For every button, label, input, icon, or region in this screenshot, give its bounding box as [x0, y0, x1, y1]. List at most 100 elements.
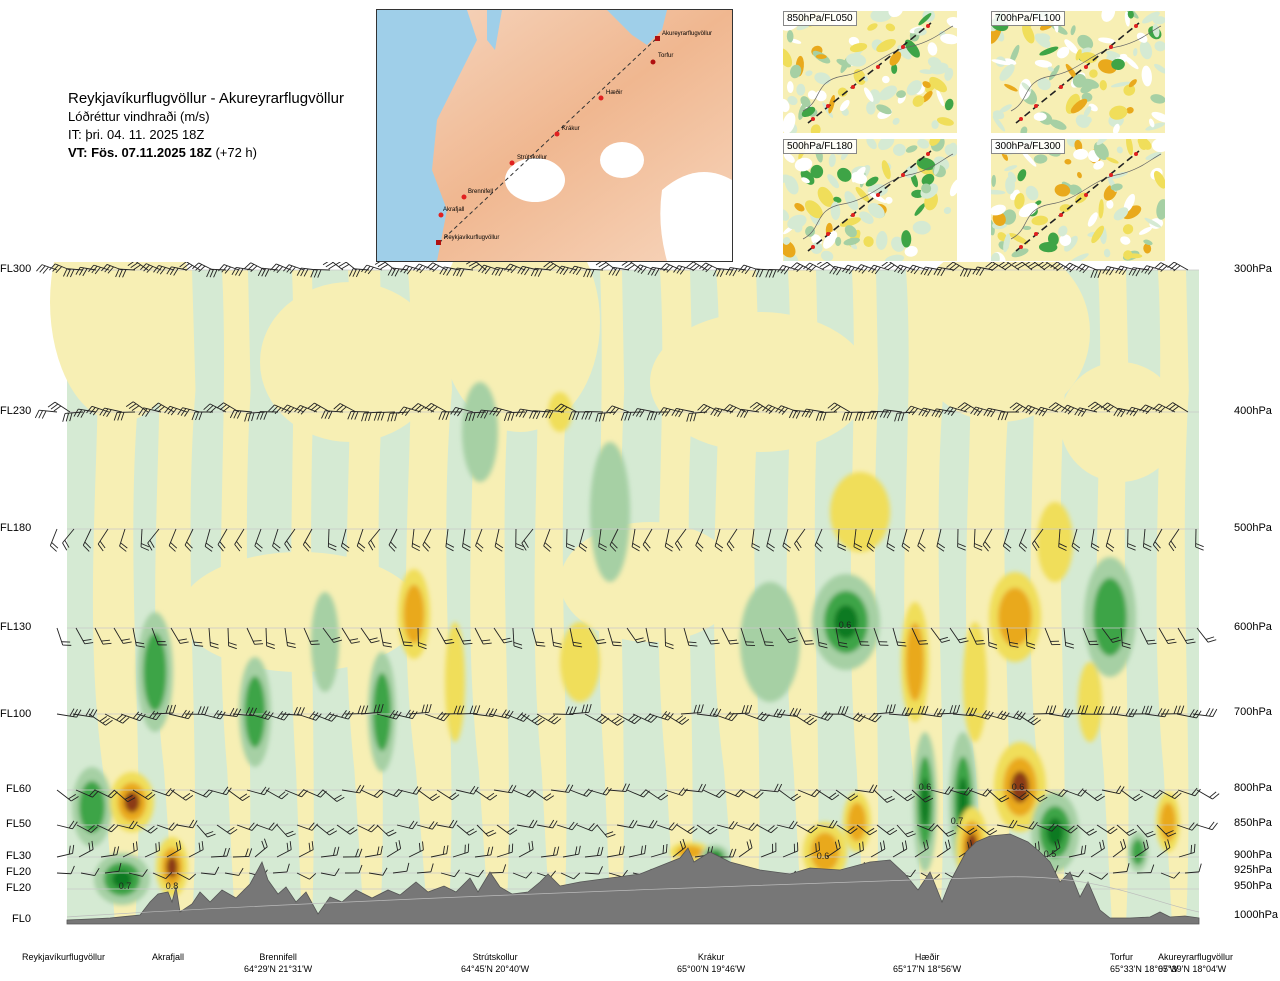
barb-shaft [339, 403, 357, 413]
wind-barb [867, 410, 890, 420]
barb-shaft [936, 824, 949, 837]
barb-feather [974, 546, 983, 551]
wind-barb [515, 528, 524, 551]
barb-feather [70, 865, 75, 874]
barb-shaft [236, 266, 253, 271]
wind-barb [588, 627, 607, 645]
barb-feather [229, 828, 238, 835]
wind-barb [360, 789, 384, 798]
wind-barb [396, 820, 418, 830]
barb-feather [234, 544, 241, 552]
wind-barb [166, 266, 188, 276]
wind-barb [645, 627, 659, 648]
barb-feather [850, 828, 858, 834]
wind-barb [125, 401, 149, 413]
wind-barb [566, 528, 575, 551]
wind-barb [1152, 403, 1176, 414]
barb-feather [272, 545, 280, 552]
barb-feather [783, 542, 791, 549]
barb-feather [462, 546, 471, 552]
barb-feather [104, 265, 111, 273]
wind-barb [936, 824, 957, 837]
wind-barb [392, 709, 418, 720]
barb-feather [523, 540, 529, 548]
barb-feather [141, 408, 148, 417]
barb-shaft [873, 264, 890, 271]
wind-barb [536, 819, 558, 829]
wind-barb [116, 820, 138, 830]
barb-shaft [609, 528, 619, 546]
valid-time-main: VT: Fös. 07.11.2025 18Z [68, 145, 212, 160]
barb-feather [289, 266, 296, 274]
barb-shaft [1156, 824, 1169, 837]
wind-barb [1196, 789, 1220, 800]
barb-feather [367, 266, 374, 275]
barb-feather [412, 786, 419, 794]
wind-barb [583, 268, 604, 278]
barb-feather [879, 842, 883, 851]
wind-barb [881, 262, 903, 271]
barb-feather [419, 266, 426, 274]
barb-shaft [602, 262, 617, 271]
barb-feather [528, 819, 535, 828]
barb-feather [544, 542, 552, 549]
barb-feather [155, 843, 157, 852]
barb-shaft [562, 853, 579, 858]
inset-field-patch [846, 53, 867, 67]
barb-shaft [588, 789, 607, 796]
inset-field-patch [835, 236, 842, 247]
barb-feather [1019, 712, 1026, 720]
barb-feather [471, 412, 476, 421]
barb-feather [937, 542, 946, 549]
barb-feather [443, 713, 450, 722]
inset-field-patch [855, 186, 870, 202]
wind-barb [254, 528, 263, 552]
fl-label-100: FL100 [0, 708, 32, 720]
wind-barb [356, 824, 378, 833]
barb-feather [878, 641, 888, 643]
barb-feather [789, 640, 798, 644]
barb-feather [294, 405, 301, 413]
wind-barb [386, 840, 402, 858]
barb-feather [245, 848, 249, 857]
barb-feather [1115, 785, 1122, 794]
barb-feather [311, 823, 318, 831]
barb-feather [910, 265, 917, 274]
barb-feather [359, 785, 365, 794]
wind-barb [488, 709, 514, 719]
barb-shaft [977, 266, 994, 271]
inset-500-label: 500hPa/FL180 [783, 139, 857, 154]
wind-barb [1112, 839, 1127, 858]
barb-feather [717, 409, 723, 417]
barb-feather [1101, 873, 1109, 880]
barb-feather [34, 410, 40, 419]
barb-feather [308, 842, 311, 852]
barb-feather [820, 711, 828, 719]
barb-feather [1152, 544, 1160, 552]
barb-shaft [702, 627, 712, 645]
barb-feather [678, 409, 684, 418]
barb-feather [870, 411, 875, 420]
barb-feather [1004, 542, 1012, 549]
barb-shaft [104, 407, 123, 413]
barb-shaft [327, 528, 330, 548]
barb-feather [1190, 844, 1193, 854]
barb-feather [665, 645, 674, 650]
barb-feather [869, 830, 878, 836]
barb-shaft [714, 528, 721, 547]
barb-shaft [576, 824, 593, 832]
barb-feather [1077, 408, 1084, 416]
sinking-area [50, 262, 190, 422]
barb-feather [352, 268, 357, 277]
barb-feather [266, 642, 275, 646]
wind-barb [113, 789, 136, 803]
barb-feather [815, 412, 820, 421]
barb-feather [665, 642, 674, 646]
barb-feather [136, 841, 138, 850]
barb-feather [150, 827, 158, 834]
barb-feather [91, 265, 98, 274]
barb-feather [960, 404, 968, 411]
inset-route-point [1034, 232, 1038, 236]
wind-barb [364, 845, 383, 858]
barb-feather [563, 267, 569, 276]
